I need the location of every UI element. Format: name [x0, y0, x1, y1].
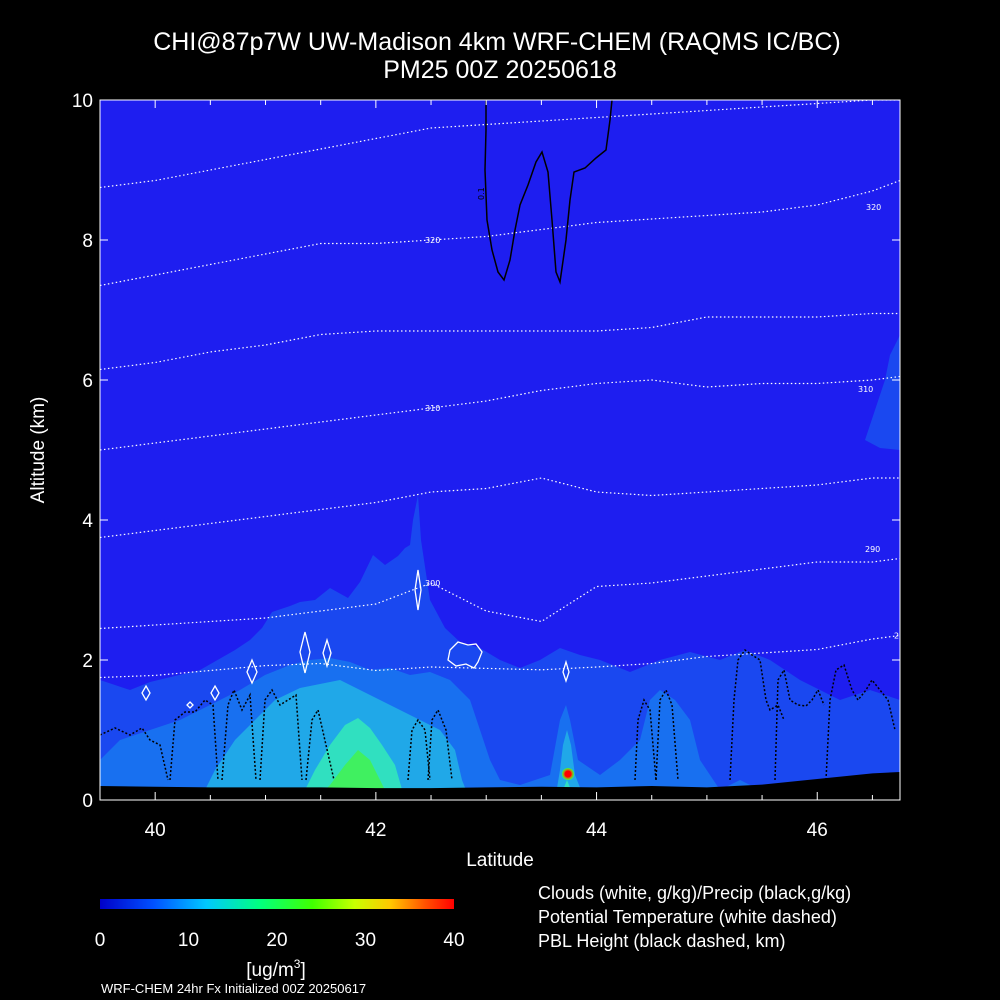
cloud-contours [141, 569, 570, 709]
pbl-height-line [774, 667, 825, 781]
pbl-height-line [729, 648, 785, 781]
title-line-1: CHI@87p7W UW-Madison 4km WRF-CHEM (RAQMS… [153, 28, 840, 56]
precip-contour [484, 100, 613, 285]
cloud-contour [210, 684, 220, 702]
legend-clouds-precip: Clouds (white, g/kg)/Precip (black,g/kg) [538, 883, 851, 903]
pbl-height-line [634, 698, 657, 781]
pbl-height-line [825, 663, 896, 781]
y-tick-label: 6 [82, 371, 93, 392]
cloud-contour [414, 569, 422, 611]
pbl-height-line [427, 708, 453, 781]
colorbar-unit: [ug/m3] [246, 957, 306, 981]
y-tick-label: 2 [82, 651, 93, 672]
cloud-contour [186, 701, 194, 709]
theta-contour-label: 290 [894, 632, 909, 641]
pm25-shade-upper-right [865, 335, 900, 450]
colorbar-tick-label: 30 [355, 930, 376, 951]
colorbar-gradient [100, 899, 454, 909]
pbl-height-line [221, 687, 257, 781]
theta-contour-line [100, 375, 900, 451]
cloud-contour [447, 641, 483, 669]
pbl-height-line [407, 718, 431, 781]
theta-contour-line [100, 179, 900, 287]
colorbar: 0 10 20 30 40 [ug/m3] [95, 899, 465, 981]
theta-contour-label-right: 320 [866, 203, 881, 212]
x-axis: 40 42 44 46 [99, 100, 873, 841]
pm25-peak-core [564, 770, 572, 778]
plot-area: 290 300 310 320 290 310 320 0.1 [99, 99, 909, 801]
precip-contour-label: 0.1 [477, 187, 486, 200]
theta-contour-line [100, 477, 900, 539]
cloud-contour [299, 631, 311, 674]
legend-pbl-height: PBL Height (black dashed, km) [538, 931, 785, 951]
x-tick-label: 44 [586, 820, 608, 841]
colorbar-tick-label: 10 [178, 930, 199, 951]
cloud-contour [141, 684, 151, 702]
terrain [100, 772, 900, 800]
pbl-height-line [259, 688, 303, 781]
y-axis: 0 2 4 6 8 10 [72, 91, 900, 812]
x-axis-label: Latitude [466, 850, 534, 871]
y-tick-label: 4 [82, 511, 93, 532]
cloud-contour [246, 658, 258, 685]
plot-frame [99, 99, 901, 801]
y-tick-label: 0 [82, 791, 93, 812]
pm25-shade-layer [555, 730, 585, 800]
theta-contour-label-right: 290 [865, 545, 880, 554]
colorbar-tick-label: 0 [95, 930, 106, 951]
colorbar-ticks: 0 10 20 30 40 [95, 930, 465, 951]
legend-potential-temperature: Potential Temperature (white dashed) [538, 907, 837, 927]
pbl-height-line [169, 699, 219, 781]
pbl-height-line [655, 688, 679, 781]
potential-temperature-contours: 290 300 310 320 290 310 320 [100, 100, 909, 679]
pbl-height-line [100, 726, 169, 781]
y-tick-label: 8 [82, 231, 93, 252]
cloud-contour [322, 637, 332, 669]
theta-contour-label: 310 [425, 404, 440, 413]
pbl-height-contours [100, 648, 896, 781]
y-axis-label: Altitude (km) [28, 397, 49, 504]
y-tick-label: 10 [72, 91, 93, 112]
cloud-contour [562, 659, 570, 684]
colorbar-tick-label: 20 [266, 930, 287, 951]
theta-contour-line [100, 312, 900, 371]
pm25-shade-layer [315, 750, 390, 800]
pm25-field [100, 335, 900, 800]
footer-note: WRF-CHEM 24hr Fx Initialized 00Z 2025061… [101, 981, 366, 996]
x-tick-label: 46 [807, 820, 828, 841]
precip-contours: 0.1 [477, 100, 613, 285]
theta-contour-label: 320 [425, 236, 440, 245]
theta-contour-label-right: 310 [858, 385, 873, 394]
pbl-height-line [305, 708, 335, 781]
theta-contour-label: 300 [425, 579, 440, 588]
title-line-2: PM25 00Z 20250618 [383, 56, 617, 84]
x-tick-label: 42 [365, 820, 386, 841]
colorbar-tick-label: 40 [443, 930, 464, 951]
x-tick-label: 40 [145, 820, 166, 841]
